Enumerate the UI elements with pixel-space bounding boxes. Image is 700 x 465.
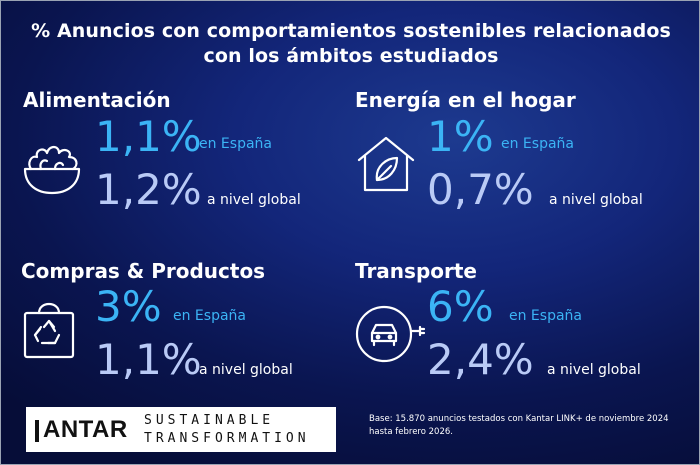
energia-spain-label: en España bbox=[501, 136, 574, 152]
compras-global-label: a nivel global bbox=[199, 362, 293, 378]
alimentacion-spain-label: en España bbox=[199, 136, 272, 152]
section-title-energia: Energía en el hogar bbox=[355, 88, 576, 112]
transporte-global-value: 2,4% bbox=[427, 335, 534, 384]
title-line-2: con los ámbitos estudiados bbox=[203, 45, 499, 67]
house-leaf-icon bbox=[355, 134, 417, 194]
compras-global-value: 1,1% bbox=[95, 335, 202, 384]
electric-car-icon bbox=[354, 303, 426, 365]
logo-line-transformation: TRANSFORMATION bbox=[144, 431, 310, 446]
section-title-compras: Compras & Productos bbox=[21, 259, 266, 283]
energia-global-value: 0,7% bbox=[427, 165, 534, 214]
kantar-wordmark: ANTAR bbox=[43, 416, 128, 443]
energia-global-label: a nivel global bbox=[549, 192, 643, 208]
page-title: % Anuncios con comportamientos sostenibl… bbox=[1, 19, 699, 69]
energia-spain-value: 1% bbox=[427, 112, 494, 161]
alimentacion-spain-value: 1,1% bbox=[95, 112, 202, 161]
kantar-logo: ANTAR SUSTAINABLE TRANSFORMATION bbox=[26, 407, 336, 452]
logo-line-sustainable: SUSTAINABLE bbox=[144, 413, 275, 428]
kantar-logo-mark bbox=[35, 420, 39, 442]
title-line-1: % Anuncios con comportamientos sostenibl… bbox=[31, 20, 671, 42]
footnote: Base: 15.870 anuncios testados con Kanta… bbox=[369, 414, 669, 437]
compras-spain-label: en España bbox=[173, 308, 246, 324]
salad-bowl-icon bbox=[21, 139, 83, 195]
alimentacion-global-value: 1,2% bbox=[95, 165, 202, 214]
section-title-alimentacion: Alimentación bbox=[23, 88, 171, 112]
recycle-bag-icon bbox=[21, 297, 77, 361]
transporte-spain-value: 6% bbox=[427, 282, 494, 331]
compras-spain-value: 3% bbox=[95, 282, 162, 331]
transporte-spain-label: en España bbox=[509, 308, 582, 324]
section-title-transporte: Transporte bbox=[355, 259, 477, 283]
alimentacion-global-label: a nivel global bbox=[207, 192, 301, 208]
transporte-global-label: a nivel global bbox=[547, 362, 641, 378]
